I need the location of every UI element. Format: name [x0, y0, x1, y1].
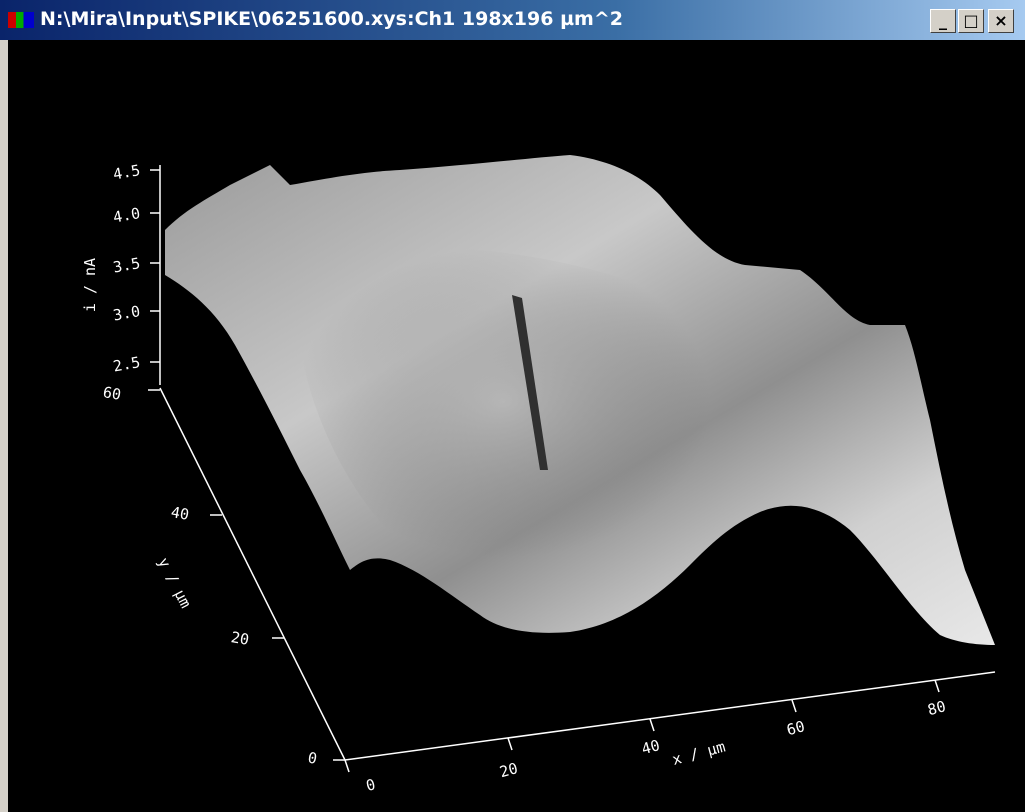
z-tick-label: 4.5 [112, 161, 142, 183]
y-tick-label: 60 [102, 383, 123, 404]
z-tick-label: 2.5 [112, 353, 142, 375]
surface-shading [296, 246, 757, 593]
z-tick-label: 3.5 [112, 254, 142, 276]
y-tick-label: 0 [306, 749, 318, 768]
x-tick-label: 80 [926, 697, 948, 719]
y-axis-line [159, 387, 346, 761]
x-axis-line [344, 671, 996, 761]
z-axis-label: i / nA [81, 258, 99, 312]
app-icon [8, 12, 34, 28]
title-bar: N:\Mira\Input\SPIKE\06251600.xys:Ch1 198… [0, 0, 1025, 40]
x-tick-label: 0 [364, 775, 377, 795]
x-tick [934, 679, 940, 693]
minimize-button[interactable]: _ [930, 9, 956, 33]
y-tick-label: 20 [230, 628, 251, 649]
x-axis-label: x / µm [670, 737, 727, 768]
x-tick-label: 40 [640, 736, 662, 758]
maximize-button[interactable]: □ [958, 9, 984, 33]
x-tick [507, 737, 513, 751]
x-tick-label: 60 [785, 717, 807, 739]
x-tick [791, 699, 797, 713]
x-tick-label: 20 [498, 759, 520, 781]
y-axis-label: y / µm [154, 555, 195, 611]
surface-plot: i / nA y / µm x / µm 4.5 4.0 3.5 3.0 2.5 60 40… [0, 40, 996, 812]
spike [512, 295, 548, 470]
z-tick-label: 3.0 [112, 302, 142, 324]
close-button[interactable]: × [988, 9, 1014, 33]
x-tick [344, 759, 350, 773]
z-tick-label: 4.0 [112, 204, 142, 226]
x-tick [649, 718, 655, 732]
y-tick-label: 40 [170, 503, 191, 524]
window-title: N:\Mira\Input\SPIKE\06251600.xys:Ch1 198… [40, 8, 623, 30]
window-border [0, 40, 8, 812]
